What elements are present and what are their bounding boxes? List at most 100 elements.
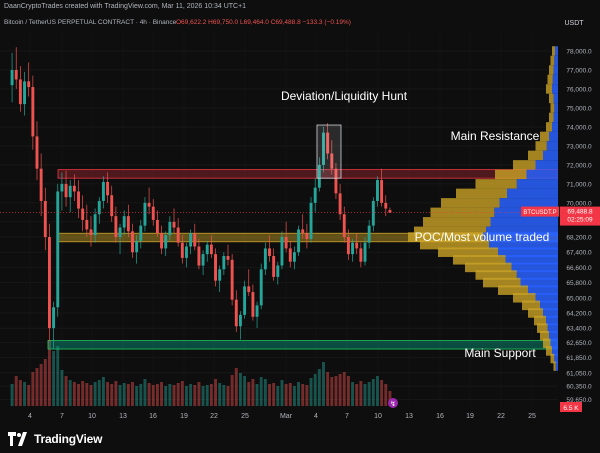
candle-body — [135, 240, 139, 253]
volume-profile-up-bar — [540, 300, 558, 311]
annotation-poc: POC/Most volume traded — [415, 230, 550, 244]
volume-bar — [284, 384, 288, 406]
x-tick-label: 7 — [345, 413, 349, 420]
currency-label: USDT — [564, 20, 584, 27]
volume-profile-down-bar — [549, 93, 554, 104]
volume-profile-down-bar — [546, 84, 552, 94]
volume-profile-down-bar — [552, 46, 555, 56]
volume-bar — [126, 384, 130, 406]
volume-bar — [313, 374, 317, 406]
candle-body — [14, 69, 18, 80]
volume-bar — [351, 382, 355, 406]
volume-profile-up-bar — [511, 262, 558, 273]
candle-body — [180, 242, 184, 258]
created-by-caption: DaanCryptoTrades created with TradingVie… — [4, 3, 247, 10]
y-tick-label: 66,600.0 — [566, 265, 592, 272]
volume-bar — [168, 384, 172, 406]
volume-bar — [367, 382, 371, 406]
x-axis[interactable]: 4 7 10 13 16 19 22 25 Mar 4 7 10 13 16 19 22 25 — [28, 413, 536, 420]
annotation-deviation: Deviation/Liquidity Hunt — [281, 89, 408, 103]
volume-profile-down-bar — [546, 122, 552, 132]
y-tick-label: 59,650.0 — [566, 397, 592, 404]
volume-bar — [164, 386, 168, 406]
volume-bar — [27, 385, 31, 406]
volume-profile-up-bar — [553, 93, 558, 104]
candle-body — [43, 200, 47, 238]
candle-body — [39, 168, 43, 201]
candle-body — [77, 191, 80, 209]
chart-area[interactable]: 78,000.0 77,000.0 76,000.0 75,000.0 74,000.0… — [0, 14, 600, 426]
candle-body — [338, 193, 342, 215]
volume-profile-up-bar — [552, 84, 558, 94]
candle-body — [238, 314, 242, 327]
candle-body — [371, 200, 375, 226]
volume-bar — [342, 372, 346, 406]
volume-profile-down-bar — [537, 323, 548, 333]
volume-profile-up-bar — [499, 198, 558, 208]
volume-profile-up-bar — [552, 346, 558, 356]
candle-body — [376, 180, 379, 201]
price-chart-svg[interactable]: 78,000.0 77,000.0 76,000.0 75,000.0 74,000.0… — [0, 14, 600, 426]
replay-icon[interactable]: ↯ — [388, 398, 398, 408]
volume-bar — [346, 376, 350, 406]
volume-bar — [280, 380, 284, 406]
volume-bar — [72, 382, 76, 406]
volume-profile-up-bar — [516, 270, 558, 280]
volume-bar — [114, 381, 118, 406]
volume-profile-down-bar — [483, 277, 521, 288]
volume-profile-down-bar — [513, 160, 536, 170]
volume-bar — [160, 382, 164, 406]
candle-body — [230, 259, 234, 300]
volume-profile-up-bar — [526, 169, 558, 180]
last-price-badge: BTCUSDT.P 69,488.8 02:25:09 — [521, 206, 600, 226]
candle-body — [330, 153, 334, 169]
candle-body — [284, 237, 288, 249]
candle-body — [64, 183, 68, 198]
volume-profile-down-bar — [543, 338, 551, 349]
volume-profile-up-bar — [546, 315, 558, 326]
volume-bar — [176, 383, 180, 406]
candle-body — [193, 233, 197, 247]
badge-symbol: BTCUSDT.P — [523, 210, 556, 216]
volume-bar — [230, 375, 234, 406]
volume-profile-up-bar — [505, 255, 558, 265]
annotation-support: Main Support — [464, 346, 536, 360]
candle-body — [334, 168, 338, 194]
volume-bar — [234, 368, 238, 406]
candle-body — [272, 256, 276, 277]
volume-bar — [359, 381, 363, 406]
y-tick-label: 63,400.0 — [566, 326, 592, 333]
volume-profile-down-bar — [423, 217, 491, 227]
volume-profile-up-bar — [553, 65, 558, 75]
candle-body — [35, 136, 39, 169]
volume-badge: 6.5 K — [560, 402, 582, 412]
volume-profile-down-bar — [528, 308, 543, 318]
volume-bar — [292, 386, 296, 406]
volume-profile-up-bar — [543, 308, 558, 318]
volume-bar — [139, 384, 143, 406]
volume-profile-up-bar — [555, 46, 558, 56]
volume-bar — [81, 381, 85, 406]
legend-ohlc: O69,622.2 H69,750.0 L69,464.0 C69,488.8 … — [176, 19, 351, 26]
candle-body — [60, 183, 64, 192]
volume-profile-down-bar — [465, 262, 512, 273]
candle-body — [263, 248, 267, 270]
volume-bar — [371, 379, 375, 406]
tradingview-logo[interactable]: TradingView — [8, 431, 102, 447]
x-tick-label: 4 — [314, 413, 318, 420]
x-tick-label: 7 — [60, 413, 64, 420]
annotation-resistance: Main Resistance — [451, 129, 540, 143]
x-tick-label: 22 — [497, 413, 505, 420]
volume-profile-down-bar — [522, 300, 540, 311]
volume-profile-down-bar — [535, 141, 547, 151]
candle-body — [197, 246, 201, 266]
volume-bar — [60, 370, 64, 406]
volume-profile-down-bar — [550, 353, 555, 364]
candle-body — [126, 216, 130, 232]
volume-profile-up-bar — [543, 150, 558, 161]
volume-bar — [380, 380, 384, 406]
candle-body — [301, 229, 305, 234]
footer: TradingView — [0, 426, 600, 453]
candle-body — [89, 229, 93, 236]
volume-bar — [297, 382, 301, 406]
